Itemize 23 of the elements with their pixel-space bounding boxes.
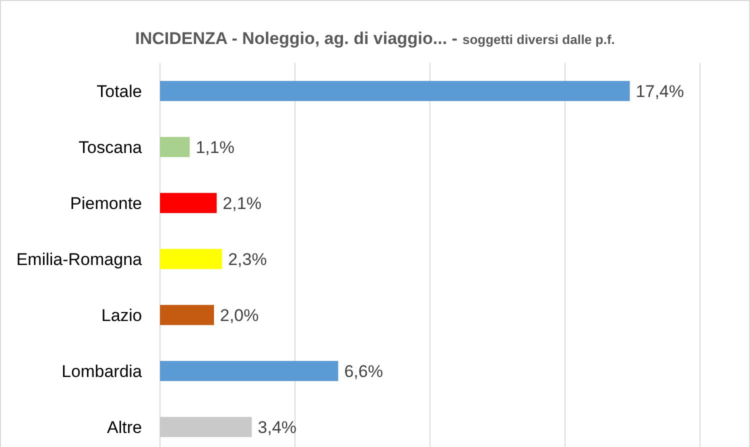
data-label: 1,1% <box>196 138 234 157</box>
y-tick-label: Toscana <box>78 138 143 157</box>
bar <box>160 304 214 326</box>
bar <box>160 360 338 382</box>
data-label: 2,0% <box>220 306 259 325</box>
bar <box>160 80 630 102</box>
bar <box>160 192 217 214</box>
bar <box>160 136 190 158</box>
y-tick-label: Piemonte <box>70 194 142 213</box>
y-tick-label: Lazio <box>101 306 142 325</box>
data-label: 6,6% <box>344 362 383 381</box>
data-label: 17,4% <box>636 82 684 101</box>
chart-subtitle: soggetti diversi dalle p.f. <box>462 32 615 47</box>
data-label: 2,3% <box>228 250 267 269</box>
y-tick-label: Emilia-Romagna <box>16 250 143 269</box>
y-tick-label: Totale <box>96 82 142 101</box>
data-label: 3,4% <box>258 418 297 437</box>
bar <box>160 416 252 438</box>
data-label: 2,1% <box>222 194 262 213</box>
chart-title: INCIDENZA - Noleggio, ag. di viaggio... - <box>135 29 458 48</box>
y-tick-label: Altre <box>107 418 142 437</box>
bar <box>160 248 222 270</box>
y-tick-label: Lombardia <box>62 362 143 381</box>
